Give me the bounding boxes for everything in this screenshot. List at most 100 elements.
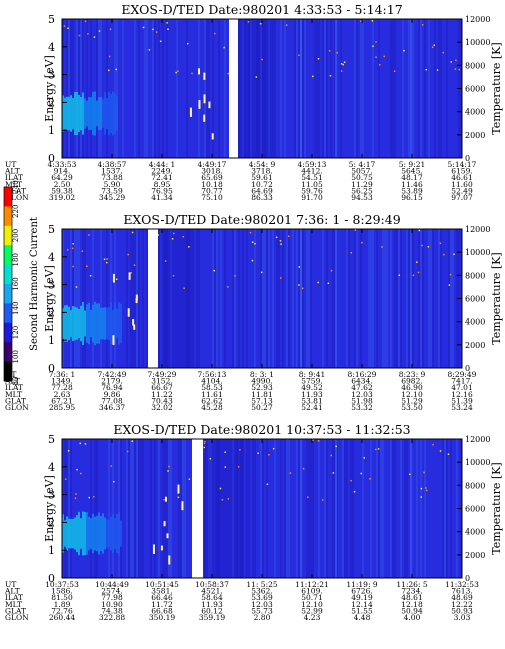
- spectrogram-column: [368, 229, 370, 368]
- ytick-label: 5: [48, 433, 55, 446]
- spectrogram-column: [260, 439, 262, 578]
- colorbar-segment: [4, 206, 12, 227]
- spectrogram-column: [440, 229, 442, 368]
- spectrogram-column: [86, 19, 88, 158]
- spectrogram-column: [204, 229, 206, 368]
- table-cell: 3018.: [201, 167, 222, 176]
- spectrogram-column: [284, 229, 286, 368]
- spectrogram-column: [274, 439, 276, 578]
- panel-2: EXOS-D/TED Date:980201 7:36: 1 - 8:29:49…: [4, 212, 503, 412]
- table-cell: 7417.: [451, 377, 472, 386]
- spectrogram-column: [62, 19, 64, 158]
- spectrogram-column: [214, 439, 216, 578]
- spectrogram-enhancement: [102, 307, 104, 340]
- speckle: [106, 258, 108, 260]
- data-gap: [148, 229, 158, 368]
- spectrogram-column: [344, 229, 346, 368]
- spectrogram-column: [396, 19, 398, 158]
- spectrogram-column: [310, 439, 312, 578]
- spectrogram-enhancement: [78, 511, 80, 556]
- spectrogram-column: [138, 439, 140, 578]
- spectrogram-column: [222, 439, 224, 578]
- spectrogram-band: [335, 19, 337, 158]
- spectrogram-enhancement: [112, 309, 114, 338]
- spectrogram-column: [188, 439, 190, 578]
- spectrogram-column: [238, 229, 240, 368]
- speckle: [372, 45, 374, 47]
- speckle: [213, 32, 216, 35]
- ytick-right-label: 4000: [465, 108, 485, 117]
- row-label: GLAT: [5, 606, 26, 615]
- ytick-label: 3: [48, 279, 55, 292]
- data-gap: [229, 19, 238, 158]
- table-cell: 53.69: [251, 593, 273, 602]
- spectrogram-column: [208, 439, 210, 578]
- table-cell: 97.07: [451, 193, 473, 202]
- spectrogram-column: [248, 229, 250, 368]
- spectrogram-column: [256, 439, 258, 578]
- spectrogram-column: [86, 229, 88, 368]
- spectrogram-column: [314, 439, 316, 578]
- speckle: [307, 496, 309, 498]
- spectrogram-enhancement: [74, 517, 76, 550]
- spectrogram-enhancement: [114, 518, 116, 549]
- speckle: [98, 30, 101, 32]
- spectrogram-column: [446, 439, 448, 578]
- spectrogram-column: [180, 19, 182, 158]
- table-cell: 66.67: [151, 383, 173, 392]
- spectrogram-enhancement: [96, 303, 98, 344]
- spectrogram-enhancement: [112, 514, 114, 554]
- spectrogram-column: [144, 439, 146, 578]
- spectrogram-column: [346, 229, 348, 368]
- spectrogram-column: [316, 439, 318, 578]
- spectrogram-enhancement: [76, 514, 78, 553]
- spectrogram-column: [94, 19, 96, 158]
- speckle: [260, 271, 263, 274]
- spectrogram-column: [248, 439, 250, 578]
- spectrogram-column: [184, 19, 186, 158]
- spectrogram-column: [88, 19, 90, 158]
- ytick-right-label: 12000: [465, 15, 490, 24]
- speckle: [164, 496, 167, 502]
- spectrogram-column: [454, 19, 456, 158]
- spectrogram-enhancement: [68, 96, 70, 131]
- spectrogram-column: [276, 19, 278, 158]
- table-cell: 11.93: [201, 600, 223, 609]
- spectrogram-column: [382, 229, 384, 368]
- table-cell: 59.61: [251, 173, 272, 182]
- speckle: [409, 473, 411, 476]
- spectrogram-enhancement: [96, 100, 98, 127]
- speckle: [361, 241, 363, 244]
- table-cell: 66.68: [151, 606, 173, 615]
- spectrogram-column: [126, 229, 128, 368]
- spectrogram-column: [88, 229, 90, 368]
- ytick-label: 3: [48, 489, 55, 502]
- spectrogram-column: [372, 229, 374, 368]
- spectrogram-column: [262, 229, 264, 368]
- panel-title: EXOS-D/TED Date:980201 7:36: 1 - 8:29:49: [123, 212, 400, 227]
- table-cell: 77.28: [51, 383, 73, 392]
- spectrogram-column: [286, 19, 288, 158]
- speckle: [208, 101, 211, 109]
- spectrogram-column: [154, 439, 156, 578]
- spectrogram-column: [214, 229, 216, 368]
- spectrogram-enhancement: [86, 100, 88, 127]
- table-cell: 8:16:29: [348, 370, 377, 379]
- spectrogram-column: [278, 229, 280, 368]
- speckle: [403, 49, 405, 52]
- spectrogram-column: [80, 439, 82, 578]
- speckle: [213, 269, 216, 272]
- speckle: [92, 496, 95, 498]
- spectrogram-column: [142, 19, 144, 158]
- spectrogram-column: [82, 229, 84, 368]
- table-cell: 50.71: [301, 593, 322, 602]
- spectrogram-column: [406, 19, 408, 158]
- spectrogram-enhancement: [106, 98, 108, 129]
- ytick-label: 0: [48, 152, 55, 165]
- spectrogram-column: [212, 229, 214, 368]
- spectrogram-enhancement: [74, 91, 76, 136]
- spectrogram-column: [376, 439, 378, 578]
- spectrogram-column: [428, 229, 430, 368]
- spectrogram-column: [432, 229, 434, 368]
- table-cell: 2.63: [54, 390, 71, 399]
